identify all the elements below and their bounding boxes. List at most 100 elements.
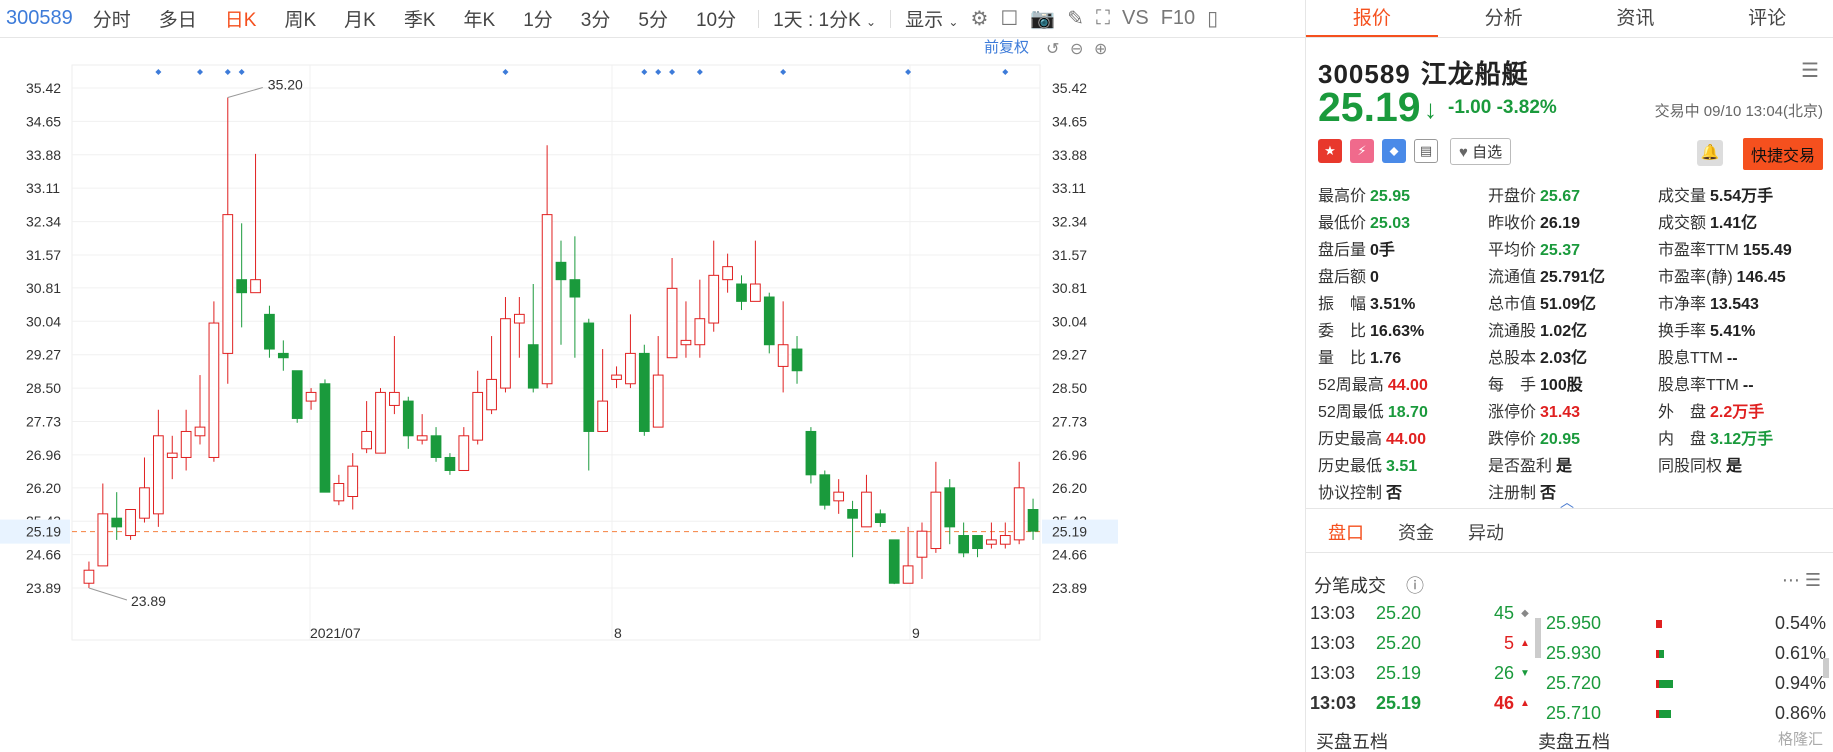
tag-icon[interactable]: ⬥ <box>1382 139 1406 163</box>
event-marker-icon[interactable] <box>641 69 648 75</box>
period-tab[interactable]: 周K <box>284 10 317 31</box>
reset-icon[interactable]: ↺ <box>1046 41 1059 58</box>
event-marker-icon[interactable] <box>155 69 162 75</box>
candle-body[interactable] <box>125 509 136 537</box>
interval-dropdown[interactable]: 1天 : 1分K ⌄ <box>767 5 882 32</box>
event-marker-icon[interactable] <box>905 69 912 75</box>
candle-body[interactable] <box>958 535 969 554</box>
fq-toggle[interactable]: 前复权 <box>984 38 1029 56</box>
candle-body[interactable] <box>625 352 636 385</box>
period-tab[interactable]: 1分 <box>523 10 553 31</box>
camera-icon[interactable]: 📷 <box>1030 8 1056 30</box>
note-icon[interactable]: ▤ <box>1414 139 1438 163</box>
candle-body[interactable] <box>805 430 817 476</box>
display-dropdown[interactable]: 显示 ⌄ <box>899 5 964 32</box>
candle-body[interactable] <box>819 474 831 506</box>
candle-body[interactable] <box>180 430 192 458</box>
candle-body[interactable] <box>277 352 289 359</box>
candle-body[interactable] <box>736 283 747 302</box>
right-tab[interactable]: 评论 <box>1748 8 1787 29</box>
candle-body[interactable] <box>555 261 567 281</box>
event-marker-icon[interactable] <box>224 69 231 75</box>
period-tab[interactable]: 年K <box>463 10 496 31</box>
candle-body[interactable] <box>194 426 206 437</box>
kline-chart[interactable]: 35.42 35.42 34.65 34.65 33.88 33.88 33.11 33.11… <box>0 38 1306 752</box>
candle-body[interactable] <box>305 391 317 402</box>
period-tab[interactable]: 日K <box>224 10 257 31</box>
menu-icon[interactable]: ☰ <box>1801 60 1819 82</box>
candle-body[interactable] <box>541 214 553 385</box>
candle-body[interactable] <box>874 513 886 524</box>
period-tab[interactable]: 3分 <box>580 10 611 31</box>
candle-body[interactable] <box>291 370 303 419</box>
candle-body[interactable] <box>569 279 581 298</box>
candle-body[interactable] <box>430 435 442 458</box>
margin-icon[interactable]: ⚡ <box>1350 139 1374 163</box>
right-tab[interactable]: 资讯 <box>1616 8 1655 29</box>
candle-body[interactable] <box>333 482 345 502</box>
period-tab[interactable]: 月K <box>344 10 376 31</box>
candle-body[interactable] <box>791 348 803 372</box>
period-tab[interactable]: 10分 <box>695 10 737 31</box>
list-icon[interactable]: ☰ <box>1804 570 1821 590</box>
candle-body[interactable] <box>361 430 372 450</box>
event-marker-icon[interactable] <box>238 69 245 75</box>
price-levels[interactable]: 25.950 0.54% 25.930 0.61% 25.720 0.94% 25.710 0… <box>1546 608 1826 752</box>
period-tab[interactable]: 分时 <box>92 10 131 31</box>
candle-body[interactable] <box>597 400 609 432</box>
panel-toggle-icon[interactable]: ▯ <box>1207 8 1219 30</box>
panel-tab[interactable]: 盘口 <box>1328 523 1364 543</box>
candle-body[interactable] <box>472 391 484 441</box>
info-icon[interactable]: ⓘ <box>1406 576 1424 596</box>
collapse-chevron-icon[interactable]: ︿ <box>1560 494 1574 510</box>
zoom-in-icon[interactable]: ⊕ <box>1094 41 1107 58</box>
candle-body[interactable] <box>250 279 261 294</box>
candle-body[interactable] <box>486 378 497 411</box>
more-icon[interactable]: ⋯ <box>1781 570 1800 590</box>
candle-body[interactable] <box>375 391 386 454</box>
candle-body[interactable] <box>111 517 123 528</box>
candle-body[interactable] <box>153 435 164 515</box>
candle-body[interactable] <box>986 539 997 545</box>
candle-body[interactable] <box>833 491 845 502</box>
candle-body[interactable] <box>139 487 150 519</box>
event-marker-icon[interactable] <box>655 69 662 75</box>
candle-body[interactable] <box>611 374 622 380</box>
candle-body[interactable] <box>847 509 858 519</box>
candle-body[interactable] <box>1027 509 1039 532</box>
candle-body[interactable] <box>750 283 761 302</box>
candle-body[interactable] <box>583 322 595 432</box>
candle-body[interactable] <box>166 452 178 458</box>
period-tab[interactable]: 5分 <box>638 10 668 31</box>
candle-body[interactable] <box>680 339 692 346</box>
candle-body[interactable] <box>777 344 789 367</box>
indicator-box-icon[interactable]: ☐ <box>1000 8 1019 30</box>
levels-scrollbar[interactable] <box>1823 658 1829 678</box>
candle-body[interactable] <box>763 296 775 346</box>
candle-body[interactable] <box>416 435 428 441</box>
candle-body[interactable] <box>944 487 956 528</box>
candle-body[interactable] <box>500 318 511 389</box>
event-marker-icon[interactable] <box>197 69 204 75</box>
event-marker-icon[interactable] <box>502 69 509 75</box>
candle-body[interactable] <box>930 491 942 550</box>
candle-body[interactable] <box>902 565 914 584</box>
event-marker-icon[interactable] <box>1002 69 1009 75</box>
panel-tab[interactable]: 资金 <box>1398 523 1434 543</box>
candle-body[interactable] <box>319 383 331 493</box>
candle-body[interactable] <box>458 435 470 471</box>
gear-icon[interactable]: ⚙ <box>970 8 989 30</box>
right-tab[interactable]: 报价 <box>1306 0 1438 37</box>
vs-button[interactable]: VS <box>1122 7 1149 29</box>
trade-list[interactable]: 13:03 25.20 45 ◆ 13:03 25.20 5 ▲ 13:03 25.19 26 ▼ 13… <box>1306 598 1536 752</box>
pencil-icon[interactable]: ✎ <box>1067 8 1084 30</box>
candle-body[interactable] <box>1013 487 1025 541</box>
china-flag-icon[interactable]: ★ <box>1318 139 1342 163</box>
candle-body[interactable] <box>264 313 275 350</box>
candle-body[interactable] <box>222 214 234 354</box>
stock-code-link[interactable]: 300589 <box>6 7 73 29</box>
candle-body[interactable] <box>972 535 983 550</box>
period-tab[interactable]: 季K <box>403 10 436 31</box>
candle-body[interactable] <box>638 352 650 432</box>
candle-body[interactable] <box>513 313 525 324</box>
